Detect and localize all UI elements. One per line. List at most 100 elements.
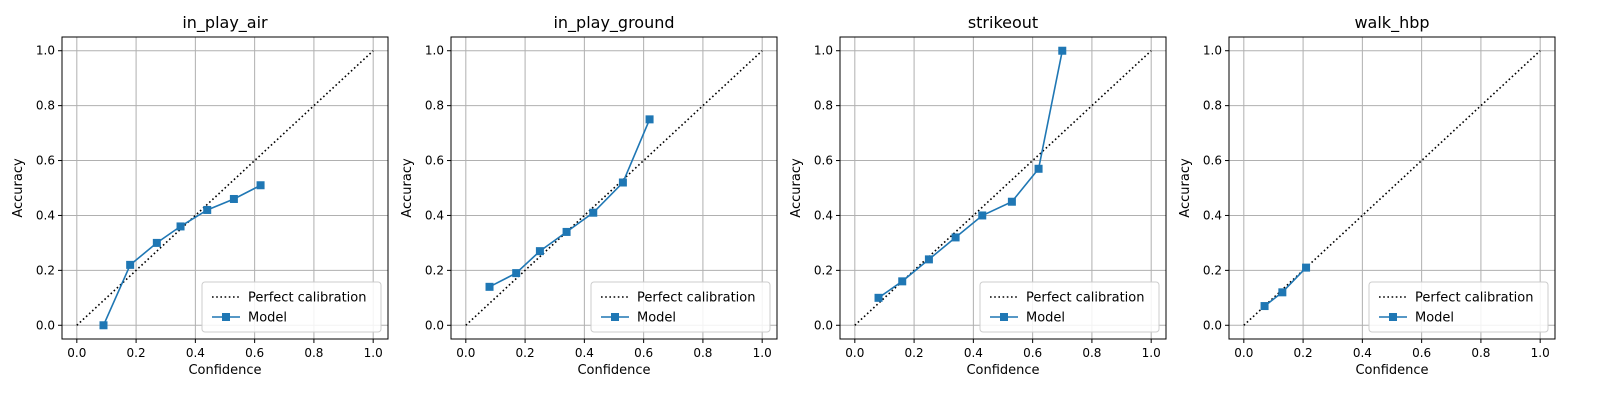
chart-panel-in_play_ground: 0.0 0.2 0.4 0.6 0.8 1.0 0.0 0.2 0.4 0.6 0.8 1.0 in_p… [400,13,778,378]
perfect-calibration-line [76,50,374,326]
y-tick-label: 0.8 [1203,99,1222,113]
legend-model-swatch-marker [222,313,230,321]
x-tick-label: 1.0 [364,346,383,360]
legend-entry-label: Perfect calibration [1415,291,1533,306]
x-axis-label: Confidence [188,363,261,378]
model-marker [978,211,987,220]
y-tick-label: 0.2 [1203,263,1222,277]
y-tick-label: 1.0 [814,44,833,58]
y-tick-label: 0.6 [1203,154,1222,168]
model-marker [951,233,960,242]
chart-panel-in_play_air: 0.0 0.2 0.4 0.6 0.8 1.0 0.0 0.2 0.4 0.6 0.8 1.0 in_p… [11,13,389,378]
model-marker [1260,302,1269,311]
model-marker [898,277,907,286]
x-tick-label: 0.4 [1353,346,1372,360]
legend-box [590,281,771,333]
y-tick-label: 0.4 [814,208,833,222]
y-tick-label: 0.8 [36,99,55,113]
legend-model-swatch-marker [1389,313,1397,321]
y-axis-label: Accuracy [1178,158,1193,218]
y-tick-label: 0.2 [814,263,833,277]
model-marker [1007,197,1016,206]
y-tick-label: 0.4 [425,208,444,222]
legend-entry-label: Perfect calibration [1026,291,1144,306]
x-tick-label: 0.4 [964,346,983,360]
x-tick-label: 0.0 [1234,346,1253,360]
y-tick-label: 0.8 [425,99,444,113]
x-tick-label: 1.0 [1531,346,1550,360]
model-marker [1058,46,1067,55]
x-tick-label: 0.2 [905,346,924,360]
y-tick-label: 0.0 [36,318,55,332]
x-tick-label: 0.4 [575,346,594,360]
perfect-calibration-line [1243,50,1541,326]
y-tick-label: 0.2 [36,263,55,277]
x-axis-label: Confidence [966,363,1039,378]
legend: Perfect calibration Model [201,281,382,333]
chart-title: in_play_ground [553,13,674,33]
legend: Perfect calibration Model [979,281,1160,333]
model-marker [512,269,521,278]
perfect-calibration-line [465,50,763,326]
y-tick-label: 0.0 [814,318,833,332]
legend-model-swatch-marker [1000,313,1008,321]
legend-entry-label: Model [1026,311,1065,326]
model-marker [1278,288,1287,297]
model-marker [1302,263,1311,272]
legend-entry-label: Perfect calibration [637,291,755,306]
model-marker [874,293,883,302]
axes-frame [450,36,778,340]
model-marker [924,255,933,264]
y-tick-label: 0.4 [36,208,55,222]
legend: Perfect calibration Model [1368,281,1549,333]
x-tick-label: 0.4 [186,346,205,360]
y-tick-label: 0.2 [425,263,444,277]
x-tick-label: 0.6 [1023,346,1042,360]
model-marker [176,222,185,231]
model-marker [645,115,654,124]
axes-frame [839,36,1167,340]
model-marker [535,247,544,256]
x-tick-label: 0.8 [304,346,323,360]
legend: Perfect calibration Model [590,281,771,333]
chart-panel-strikeout: 0.0 0.2 0.4 0.6 0.8 1.0 0.0 0.2 0.4 0.6 0.8 1.0 stri… [789,13,1167,378]
x-tick-label: 0.8 [693,346,712,360]
model-marker [203,205,212,214]
x-tick-label: 1.0 [753,346,772,360]
legend-entry-label: Model [1415,311,1454,326]
y-tick-label: 0.6 [36,154,55,168]
x-tick-label: 0.6 [1412,346,1431,360]
x-tick-label: 0.6 [245,346,264,360]
x-tick-label: 0.0 [845,346,864,360]
x-tick-label: 0.2 [516,346,535,360]
chart-title: walk_hbp [1354,13,1429,33]
model-marker [126,260,135,269]
x-axis-label: Confidence [1355,363,1428,378]
x-tick-label: 0.2 [1294,346,1313,360]
model-line [878,50,1064,299]
x-tick-label: 0.8 [1082,346,1101,360]
legend-box [1368,281,1549,333]
x-tick-label: 1.0 [1142,346,1161,360]
model-marker [1034,164,1043,173]
legend-model-swatch-marker [611,313,619,321]
axes-frame [61,36,389,340]
model-marker [485,282,494,291]
legend-entry-label: Perfect calibration [248,291,366,306]
legend-box [201,281,382,333]
x-tick-label: 0.0 [456,346,475,360]
model-marker [99,321,108,330]
y-tick-label: 1.0 [1203,44,1222,58]
x-tick-label: 0.2 [127,346,146,360]
legend-entry-label: Model [637,311,676,326]
legend-box [979,281,1160,333]
x-tick-label: 0.6 [634,346,653,360]
model-marker [256,181,265,190]
y-tick-label: 0.0 [425,318,444,332]
y-axis-label: Accuracy [789,158,804,218]
y-axis-label: Accuracy [400,158,415,218]
y-tick-label: 0.0 [1203,318,1222,332]
y-tick-label: 1.0 [425,44,444,58]
model-marker [562,227,571,236]
